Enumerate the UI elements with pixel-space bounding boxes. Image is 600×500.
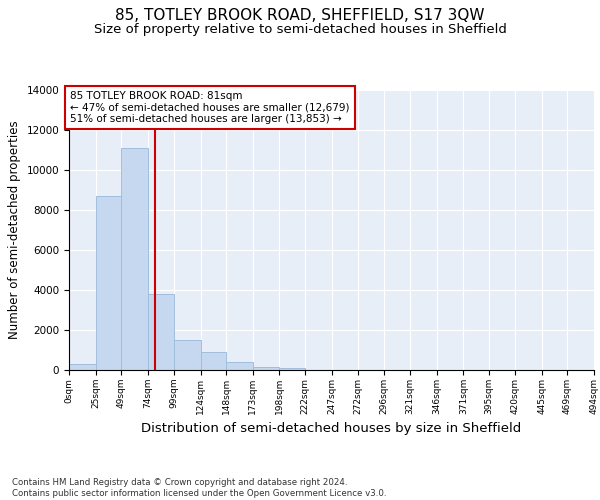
Bar	[280, 368, 305, 370]
Text: Size of property relative to semi-detached houses in Sheffield: Size of property relative to semi-detach…	[94, 22, 506, 36]
X-axis label: Distribution of semi-detached houses by size in Sheffield: Distribution of semi-detached houses by …	[142, 422, 521, 436]
Bar	[174, 340, 201, 370]
Bar	[201, 352, 226, 370]
Bar	[148, 294, 174, 370]
Text: 85 TOTLEY BROOK ROAD: 81sqm
← 47% of semi-detached houses are smaller (12,679)
5: 85 TOTLEY BROOK ROAD: 81sqm ← 47% of sem…	[70, 91, 350, 124]
Bar	[253, 367, 280, 370]
Text: 85, TOTLEY BROOK ROAD, SHEFFIELD, S17 3QW: 85, TOTLEY BROOK ROAD, SHEFFIELD, S17 3Q…	[115, 8, 485, 22]
Bar	[69, 364, 95, 370]
Y-axis label: Number of semi-detached properties: Number of semi-detached properties	[8, 120, 21, 340]
Bar	[121, 148, 148, 370]
Bar	[226, 362, 253, 370]
Text: Contains HM Land Registry data © Crown copyright and database right 2024.
Contai: Contains HM Land Registry data © Crown c…	[12, 478, 386, 498]
Bar	[95, 196, 121, 370]
